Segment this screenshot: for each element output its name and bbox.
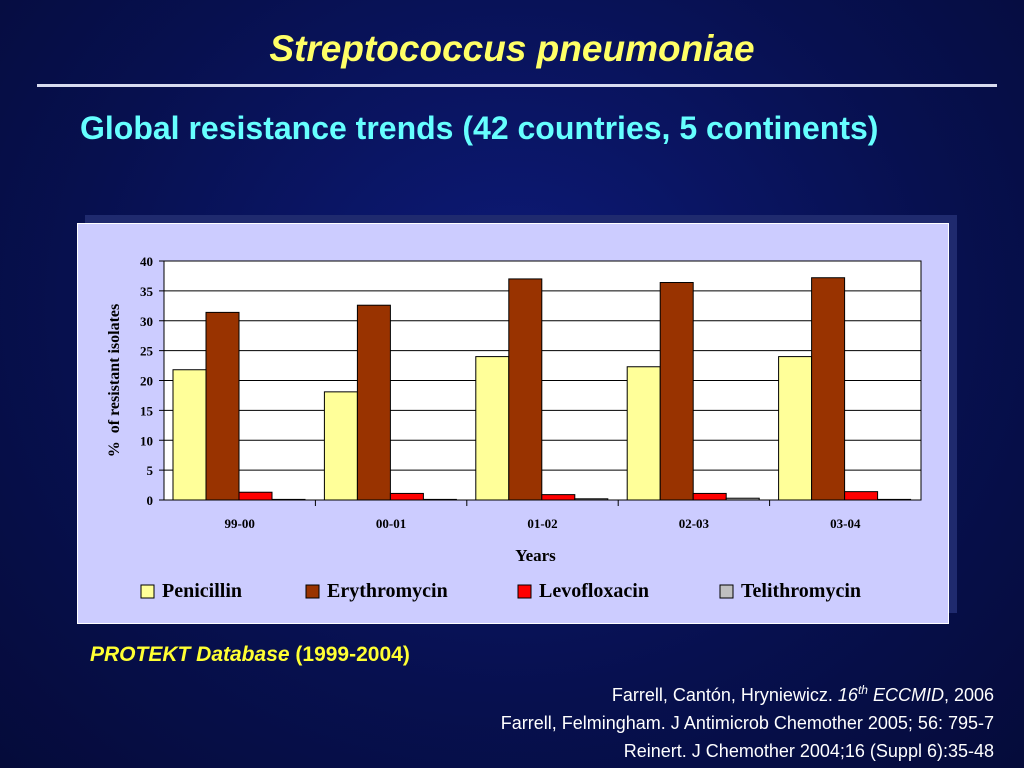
bar-penicillin <box>172 369 207 501</box>
y-tick-label: 10 <box>140 433 153 448</box>
y-tick-label: 0 <box>147 493 154 508</box>
bar-erythromycin <box>356 304 391 501</box>
bar-penicillin <box>778 356 813 501</box>
y-tick-label: 20 <box>140 374 153 389</box>
bar-penicillin <box>626 366 661 501</box>
legend-label-erythromycin: Erythromycin <box>327 580 448 602</box>
x-axis-title: Years <box>515 546 556 565</box>
title-divider <box>37 84 997 87</box>
legend-label-levofloxacin: Levofloxacin <box>539 580 649 602</box>
bar-levofloxacin <box>541 494 576 501</box>
reference-1: Farrell, Cantón, Hryniewicz. 16th ECCMID… <box>294 676 994 709</box>
x-tick-label: 01-02 <box>527 516 557 531</box>
reference-1-ordinal: th <box>857 683 868 697</box>
reference-1-authors: Farrell, Cantón, Hryniewicz. <box>611 685 838 705</box>
bar-penicillin <box>475 356 510 501</box>
y-tick-label: 30 <box>140 314 153 329</box>
bar-levofloxacin <box>844 491 879 501</box>
x-tick-label: 02-03 <box>679 516 710 531</box>
y-tick-label: 15 <box>140 403 154 418</box>
bar-erythromycin <box>205 311 240 501</box>
legend-swatch-levofloxacin <box>517 584 532 599</box>
bar-penicillin <box>323 391 358 501</box>
y-tick-label: 25 <box>140 344 154 359</box>
bar-telithromycin <box>422 498 457 501</box>
bar-erythromycin <box>811 277 846 501</box>
bar-levofloxacin <box>692 492 727 501</box>
legend-label-telithromycin: Telithromycin <box>741 580 861 602</box>
bar-telithromycin <box>574 498 609 501</box>
x-tick-label: 03-04 <box>830 516 861 531</box>
reference-2: Farrell, Felmingham. J Antimicrob Chemot… <box>500 713 994 733</box>
bar-telithromycin <box>725 497 760 501</box>
data-source: PROTEKT Database (1999-2004) <box>90 643 410 667</box>
bar-levofloxacin <box>389 492 424 501</box>
reference-1-year: , 2006 <box>943 685 994 705</box>
legend-swatch-telithromycin <box>719 584 734 599</box>
bar-levofloxacin <box>238 491 273 501</box>
bar-erythromycin <box>508 278 543 501</box>
reference-1-venue: ECCMID <box>867 685 944 705</box>
legend-swatch-penicillin <box>140 584 155 599</box>
bar-telithromycin <box>877 498 912 501</box>
source-name: PROTEKT Database <box>90 643 290 666</box>
bar-telithromycin <box>271 498 306 501</box>
y-tick-label: 40 <box>140 254 153 269</box>
x-tick-label: 00-01 <box>376 516 406 531</box>
source-years: (1999-2004) <box>295 643 410 666</box>
legend-swatch-erythromycin <box>305 584 320 599</box>
bar-chart: 0 5 10 15 20 25 30 35 40 99-00 00-01 01-02 02-03 03-0… <box>106 254 922 602</box>
slide-title: Streptococcus pneumoniae <box>269 28 755 69</box>
reference-1-number: 16 <box>837 685 858 705</box>
y-tick-label: 5 <box>147 463 154 478</box>
y-axis-title: % of resistant isolates <box>106 304 123 457</box>
x-tick-label: 99-00 <box>225 516 255 531</box>
bar-erythromycin <box>659 282 694 501</box>
slide-subtitle: Global resistance trends (42 countries, … <box>80 110 879 146</box>
references: Farrell, Cantón, Hryniewicz. 16th ECCMID… <box>294 676 994 765</box>
legend-label-penicillin: Penicillin <box>162 580 242 602</box>
reference-3: Reinert. J Chemother 2004;16 (Suppl 6):3… <box>623 741 994 761</box>
y-tick-label: 35 <box>140 284 154 299</box>
chart-panel: 0 5 10 15 20 25 30 35 40 99-00 00-01 01-02 02-03 03-0… <box>77 223 949 624</box>
